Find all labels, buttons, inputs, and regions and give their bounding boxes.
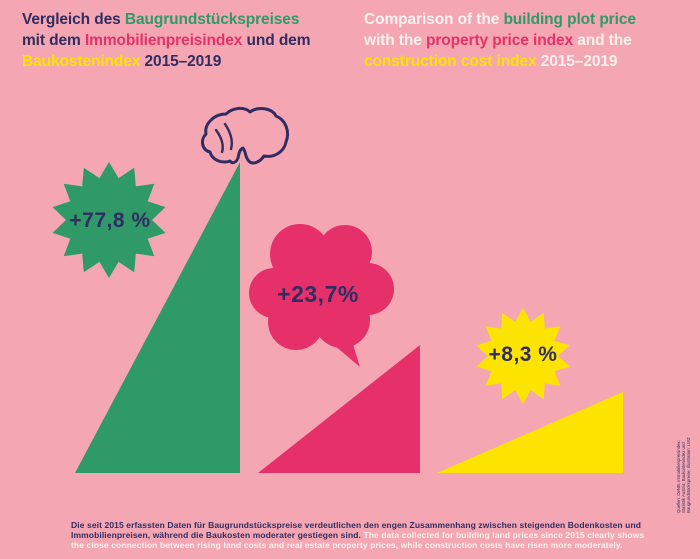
title-en-segment-building-plot: building plot price: [503, 11, 636, 28]
yellow-triangle-construction-cost-index: [437, 392, 623, 473]
yellow-starburst-badge: [476, 308, 570, 404]
title-de-segment-years: 2015–2019: [140, 53, 222, 70]
green-triangle-building-plot-price: [75, 162, 240, 473]
title-de-segment-property-index: Immobilienpreisindex: [84, 32, 243, 49]
title-en-segment: with the: [364, 32, 426, 49]
footer-caption-english: The data collected for building land pri…: [71, 529, 645, 550]
title-de-segment-cost-index: Baukostenindex: [22, 53, 141, 70]
title-en-segment-property-index: property price index: [425, 32, 573, 49]
magenta-badge-value: +23,7%: [277, 281, 359, 307]
hand-outline: [201, 106, 290, 165]
title-en-line2: with the property price index and the: [364, 30, 636, 51]
title-en-segment-years: 2015–2019: [536, 53, 618, 70]
magenta-triangle-property-price-index: [258, 345, 420, 473]
title-de-line1: Vergleich des Baugrundstückspreises: [22, 9, 310, 30]
title-de-segment: Vergleich des: [22, 11, 125, 28]
source-attribution: Quellen: OeNB, Immobilienpreisindex; Sta…: [676, 437, 692, 513]
green-badge-value: +77,8 %: [69, 209, 151, 232]
title-de-segment: und dem: [242, 32, 311, 49]
yellow-badge-value: +8,3 %: [488, 343, 558, 366]
title-en-line3: construction cost index 2015–2019: [364, 51, 636, 72]
pointing-hand-icon: [201, 106, 290, 165]
title-en-segment: and the: [572, 32, 632, 49]
magenta-cloud-badge: [249, 224, 394, 367]
footer-caption: Die seit 2015 erfassten Daten für Baugru…: [71, 520, 646, 550]
green-starburst-badge: [52, 162, 166, 278]
hand-crease: [214, 128, 224, 154]
title-german: Vergleich des Baugrundstückspreises mit …: [22, 9, 310, 72]
cloud-lobe: [280, 247, 364, 331]
title-de-line3: Baukostenindex 2015–2019: [22, 51, 310, 72]
footer-caption-german: Die seit 2015 erfassten Daten für Baugru…: [71, 519, 642, 540]
cloud-tail: [328, 328, 360, 367]
title-en-segment-cost-index: construction cost index: [364, 53, 537, 70]
title-en-segment: Comparison of the: [364, 11, 504, 28]
title-de-line2: mit dem Immobilienpreisindex und dem: [22, 30, 310, 51]
title-english: Comparison of the building plot price wi…: [364, 9, 636, 72]
title-de-segment: mit dem: [22, 32, 85, 49]
title-de-segment-building-plot: Baugrundstückspreises: [124, 11, 300, 28]
title-en-line1: Comparison of the building plot price: [364, 9, 636, 30]
hand-crease: [223, 122, 233, 151]
